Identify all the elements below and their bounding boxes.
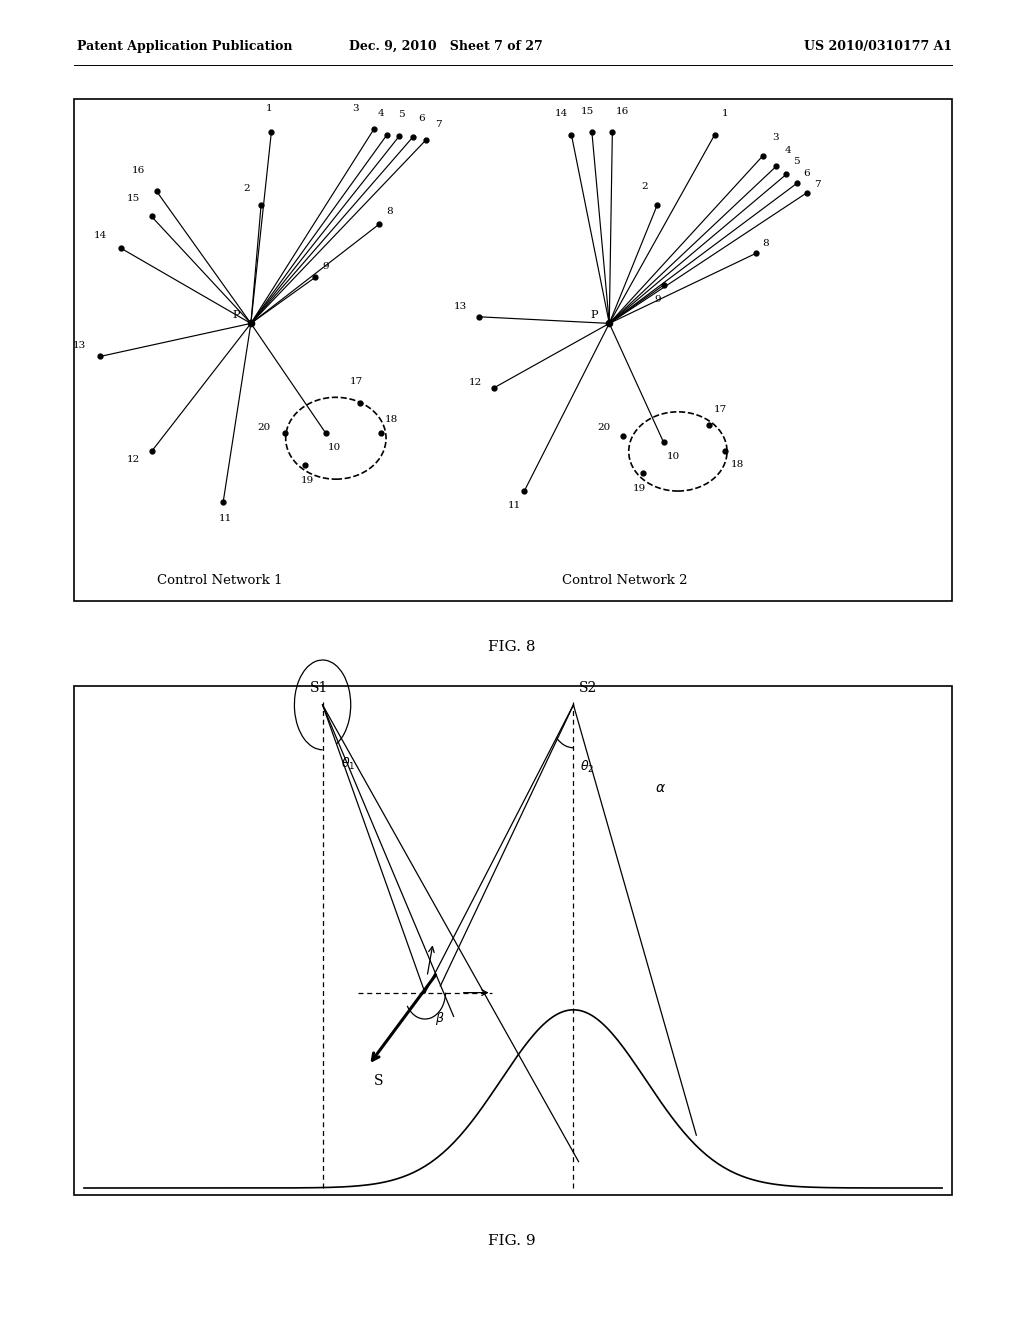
Text: 2: 2 (642, 182, 648, 191)
Text: 10: 10 (329, 444, 341, 453)
Text: 20: 20 (598, 424, 610, 433)
Text: $\alpha$: $\alpha$ (655, 781, 667, 795)
Text: Control Network 1: Control Network 1 (158, 574, 283, 587)
Text: 4: 4 (785, 147, 792, 156)
Text: $\theta_2$: $\theta_2$ (580, 759, 594, 775)
Text: FIG. 8: FIG. 8 (488, 640, 536, 653)
Text: 17: 17 (715, 405, 727, 414)
Text: 6: 6 (804, 169, 810, 178)
Text: 13: 13 (74, 342, 86, 351)
Text: Dec. 9, 2010   Sheet 7 of 27: Dec. 9, 2010 Sheet 7 of 27 (348, 40, 543, 53)
Text: 8: 8 (763, 239, 769, 248)
Text: 20: 20 (258, 424, 270, 433)
Text: 5: 5 (398, 111, 404, 120)
Text: 19: 19 (301, 477, 313, 486)
Text: 11: 11 (508, 502, 520, 511)
Text: S: S (374, 1074, 383, 1088)
Text: S1: S1 (310, 681, 329, 694)
Text: 8: 8 (386, 207, 392, 216)
Text: 19: 19 (633, 484, 645, 494)
Text: 7: 7 (435, 120, 441, 129)
Text: 18: 18 (385, 416, 397, 425)
Text: 16: 16 (616, 107, 629, 116)
Text: S2: S2 (579, 681, 597, 694)
Text: 2: 2 (244, 185, 250, 194)
Text: 14: 14 (94, 231, 106, 240)
Text: 18: 18 (731, 461, 743, 470)
Text: 1: 1 (266, 104, 272, 114)
Text: FIG. 9: FIG. 9 (488, 1234, 536, 1247)
Text: 4: 4 (378, 110, 384, 119)
Text: 15: 15 (582, 107, 594, 116)
Text: 3: 3 (772, 133, 778, 143)
Text: 13: 13 (455, 302, 467, 312)
Text: $\theta_1$: $\theta_1$ (341, 756, 355, 772)
Text: 17: 17 (350, 378, 362, 387)
Text: Control Network 2: Control Network 2 (562, 574, 687, 587)
Text: 10: 10 (668, 453, 680, 462)
Text: Patent Application Publication: Patent Application Publication (77, 40, 292, 53)
Text: 6: 6 (419, 115, 425, 124)
Text: 7: 7 (814, 181, 820, 190)
Text: P: P (232, 310, 240, 321)
Text: 16: 16 (132, 166, 144, 176)
Text: 5: 5 (794, 157, 800, 166)
Text: 9: 9 (323, 263, 329, 272)
Text: 11: 11 (219, 515, 231, 524)
Text: 14: 14 (555, 110, 567, 119)
Text: US 2010/0310177 A1: US 2010/0310177 A1 (804, 40, 952, 53)
Text: 3: 3 (352, 104, 358, 114)
Text: $\beta$: $\beta$ (435, 1010, 444, 1027)
Bar (74, 99, 952, 601)
Text: 9: 9 (654, 296, 660, 305)
Text: 15: 15 (127, 194, 139, 203)
Text: 12: 12 (127, 455, 139, 465)
Text: 1: 1 (722, 110, 728, 119)
Text: P: P (591, 310, 598, 321)
Text: 12: 12 (469, 379, 481, 388)
Bar (74, 686, 952, 1195)
